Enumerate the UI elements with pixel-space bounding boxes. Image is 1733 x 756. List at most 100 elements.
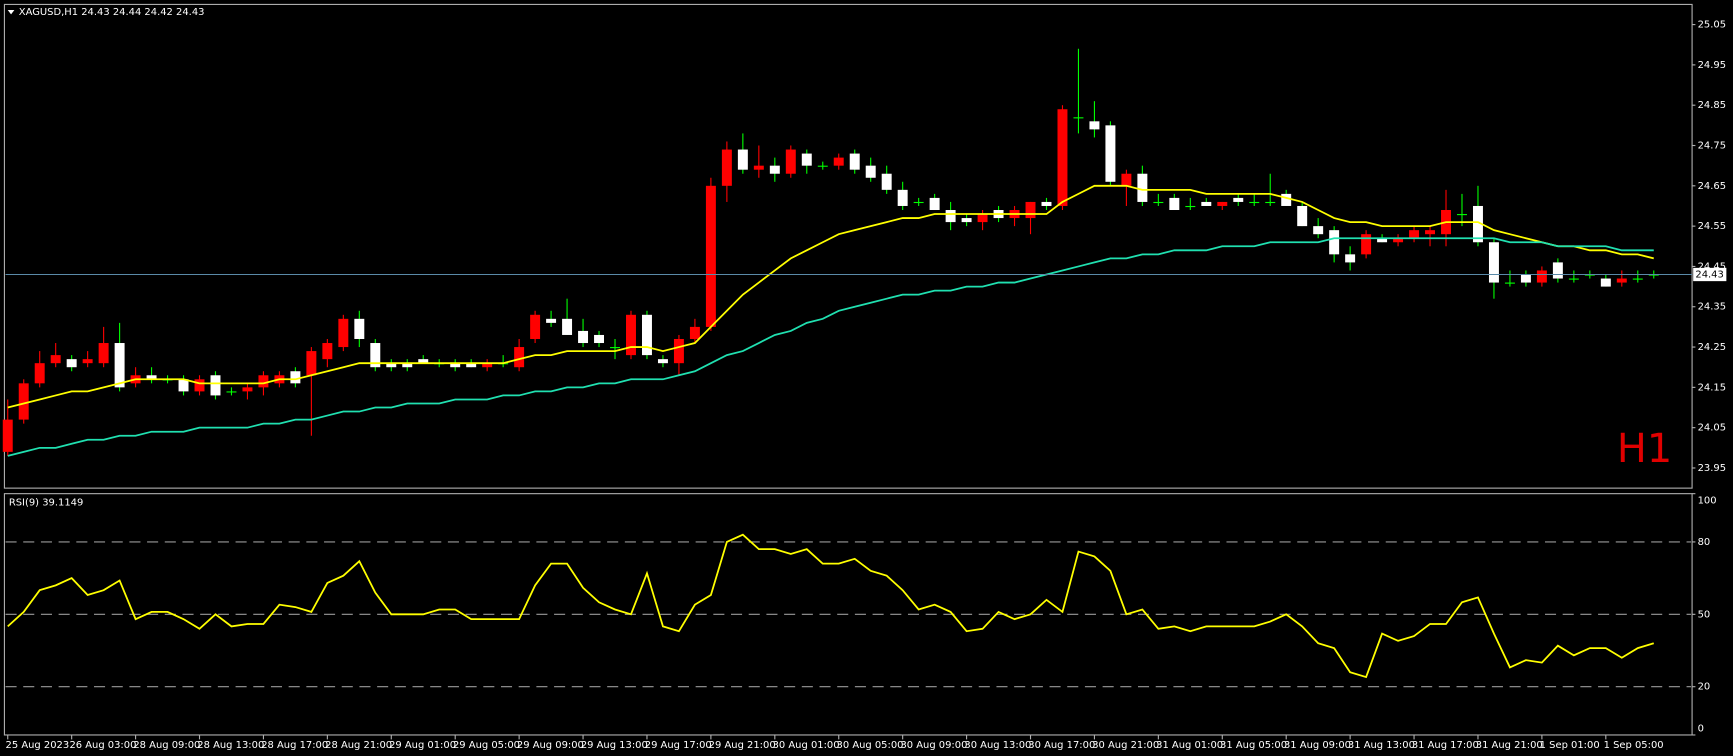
candle-body — [610, 347, 620, 349]
candle-body — [1552, 262, 1563, 279]
candle-body — [562, 318, 573, 335]
candle-body — [1025, 201, 1036, 219]
y-tick-label: 25.05 — [1698, 20, 1726, 31]
candle-body — [705, 185, 716, 327]
rsi-y-tick-label: 80 — [1698, 537, 1711, 548]
candle-body — [753, 165, 764, 170]
candle-body — [194, 379, 205, 392]
candle-body — [1169, 197, 1180, 211]
x-tick-label: 31 Aug 17:00 — [1412, 740, 1479, 751]
candle-body — [1536, 270, 1547, 283]
x-tick-label: 29 Aug 01:00 — [389, 740, 456, 751]
candle-body — [673, 338, 684, 364]
candle-body — [242, 387, 253, 392]
moving-average — [7, 184, 1654, 409]
candle-body — [338, 318, 349, 348]
x-tick-label: 1 Sep 01:00 — [1540, 740, 1600, 751]
candle-body — [386, 363, 397, 368]
y-tick-label: 24.55 — [1698, 221, 1726, 232]
candle-body — [801, 153, 812, 166]
x-tick-label: 30 Aug 13:00 — [964, 740, 1031, 751]
candle-body — [657, 359, 668, 364]
candle-body — [1632, 278, 1643, 280]
candle-body — [1568, 278, 1579, 280]
candle-body — [865, 165, 876, 178]
candle-body — [178, 379, 189, 392]
x-tick-label: 29 Aug 05:00 — [453, 740, 520, 751]
candle-body — [114, 343, 125, 388]
candle-body — [1265, 201, 1276, 204]
candle-body — [1504, 282, 1515, 284]
x-tick-label: 29 Aug 13:00 — [581, 740, 648, 751]
y-tick-label: 24.85 — [1698, 100, 1726, 111]
x-tick-label: 29 Aug 21:00 — [709, 740, 776, 751]
candle-body — [977, 214, 988, 223]
candle-body — [1329, 230, 1340, 255]
x-tick-label: 28 Aug 21:00 — [325, 740, 392, 751]
candle-body — [370, 343, 381, 368]
candle-body — [1425, 230, 1436, 235]
candle-body — [18, 383, 29, 420]
moving-average — [7, 237, 1654, 457]
x-tick-label: 28 Aug 13:00 — [197, 740, 264, 751]
candle-body — [1297, 205, 1308, 227]
candle-body — [1185, 205, 1196, 208]
candle-body — [466, 363, 477, 368]
candle-body — [1153, 201, 1164, 204]
x-tick-label: 31 Aug 09:00 — [1284, 740, 1351, 751]
x-tick-label: 30 Aug 05:00 — [837, 740, 904, 751]
candle-body — [1249, 201, 1260, 204]
candle-body — [482, 363, 493, 368]
x-tick-label: 26 Aug 03:00 — [69, 740, 136, 751]
candle-body — [721, 149, 732, 186]
rsi-y-tick-label: 0 — [1698, 723, 1704, 734]
y-tick-label: 24.05 — [1698, 423, 1726, 434]
candle-body — [1201, 201, 1212, 206]
candle-body — [1281, 193, 1292, 206]
candle-body — [1345, 254, 1356, 263]
candle-body — [945, 210, 956, 223]
rsi-y-tick-label: 100 — [1698, 495, 1717, 506]
candle-body — [514, 347, 525, 368]
y-tick-label: 24.15 — [1698, 382, 1726, 393]
candle-body — [418, 359, 429, 364]
candle-body — [1616, 278, 1627, 283]
candle-body — [34, 363, 45, 384]
y-tick-label: 24.65 — [1698, 181, 1726, 192]
candle-body — [1073, 117, 1084, 119]
candle-body — [82, 359, 93, 364]
candle-body — [785, 149, 796, 174]
candle-body — [226, 391, 237, 393]
x-tick-label: 30 Aug 21:00 — [1092, 740, 1159, 751]
candle-body — [641, 314, 652, 356]
x-tick-label: 29 Aug 09:00 — [517, 740, 584, 751]
candle-body — [1377, 238, 1388, 243]
candle-body — [578, 330, 589, 344]
menu-triangle[interactable] — [7, 9, 15, 15]
x-tick-label: 30 Aug 17:00 — [1028, 740, 1095, 751]
candle-body — [881, 173, 892, 190]
candle-body — [961, 218, 972, 223]
candle-body — [146, 375, 157, 380]
x-tick-label: 28 Aug 09:00 — [133, 740, 200, 751]
candle-body — [210, 375, 221, 396]
candle-body — [913, 201, 924, 204]
candle-body — [833, 157, 844, 166]
candle-body — [1233, 197, 1244, 202]
candle-body — [1520, 274, 1531, 283]
candle-body — [626, 314, 636, 356]
x-tick-label: 1 Sep 05:00 — [1604, 740, 1664, 751]
rsi-line — [7, 533, 1655, 679]
y-tick-label: 24.35 — [1698, 302, 1726, 313]
candle-body — [546, 318, 557, 323]
x-tick-label: 31 Aug 13:00 — [1348, 740, 1415, 751]
candle-body — [1057, 109, 1068, 206]
y-tick-label: 24.95 — [1698, 60, 1726, 71]
candle-body — [594, 334, 605, 344]
x-tick-label: 25 Aug 2023 — [6, 740, 70, 751]
candle-body — [769, 165, 780, 174]
current-price-box — [1693, 267, 1727, 282]
candle-body — [897, 189, 908, 206]
x-tick-label: 31 Aug 01:00 — [1156, 740, 1223, 751]
